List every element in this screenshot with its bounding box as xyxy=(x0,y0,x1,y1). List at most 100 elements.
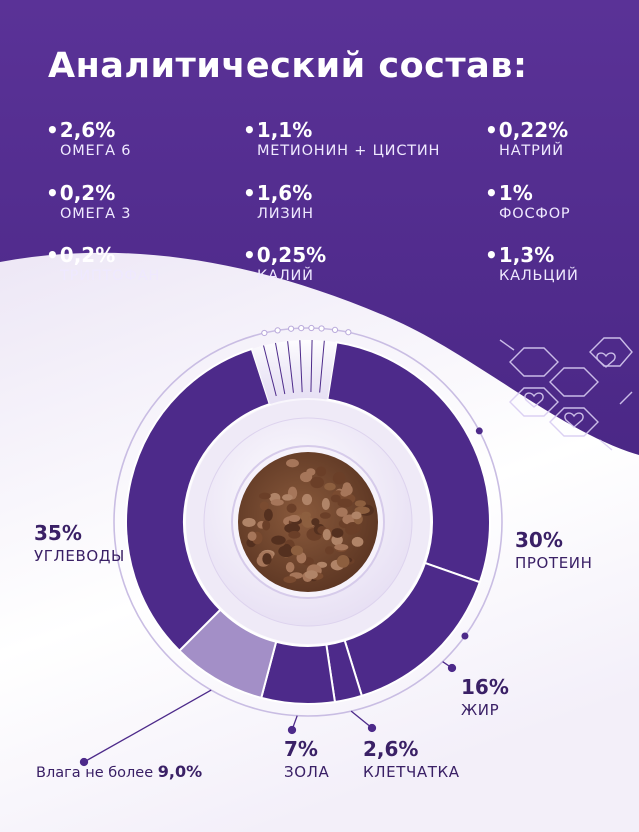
nutrient-name: ОМЕГА 3 xyxy=(60,206,132,222)
nutrient-value: 1,6% xyxy=(243,181,314,205)
gap-band xyxy=(251,340,337,405)
slice-name: ЗОЛА xyxy=(284,763,330,781)
kibble-piece xyxy=(319,512,331,519)
gap-stripe xyxy=(310,340,313,393)
label-fiber: 2,6% КЛЕТЧАТКА xyxy=(363,737,460,781)
moisture-label: Влага не более xyxy=(36,765,154,781)
gap-stripe xyxy=(275,342,286,395)
kibble-piece xyxy=(286,503,297,513)
nutrient-name: НАТРИЙ xyxy=(499,143,564,159)
slice-name: УГЛЕВОДЫ xyxy=(34,547,125,565)
kibble-piece xyxy=(330,494,341,503)
slice-value: 2,6% xyxy=(363,737,419,761)
kibble-piece xyxy=(247,531,257,541)
donut-segments xyxy=(125,340,491,705)
nutrient-lysine: 1,6% ЛИЗИН xyxy=(243,181,314,222)
kibble-piece xyxy=(284,523,301,534)
kibble-piece xyxy=(271,535,286,545)
kibble-piece xyxy=(324,546,334,555)
nutrient-value: 2,6% xyxy=(46,118,131,142)
ring-dot xyxy=(287,325,295,332)
kibble-piece xyxy=(351,536,364,547)
kibble-piece xyxy=(304,570,318,579)
nutrient-value: 0,2% xyxy=(46,243,160,267)
kibble-piece xyxy=(283,576,297,584)
ring-dot xyxy=(274,327,281,334)
nutrient-sodium: 0,22% НАТРИЙ xyxy=(485,118,568,159)
kibble-piece xyxy=(351,511,362,520)
label-protein: 30% ПРОТЕИН xyxy=(515,528,592,572)
ring-dot xyxy=(308,324,315,332)
donut-slice-0 xyxy=(326,341,491,584)
nutrient-tryptophan: 0,2% ТРИПТОФАН xyxy=(46,243,160,284)
moisture-value: 9,0% xyxy=(157,762,203,781)
kibble-piece xyxy=(286,459,299,468)
gap-stripe xyxy=(263,345,277,397)
kibble-piece xyxy=(336,507,348,517)
nutrient-name: КАЛИЙ xyxy=(257,268,314,284)
leader-fiber xyxy=(350,710,373,729)
kibble-piece xyxy=(242,517,256,528)
nutrient-omega3: 0,2% ОМЕГА 3 xyxy=(46,181,131,222)
kibble-piece xyxy=(259,501,269,511)
leader-dot xyxy=(367,723,377,733)
label-carbohydrates: 35% УГЛЕВОДЫ xyxy=(34,521,125,565)
nutrient-name: МЕТИОНИН + ЦИСТИН xyxy=(257,143,441,159)
ring-dot xyxy=(331,326,339,333)
ring-dot xyxy=(261,329,268,337)
kibble-piece xyxy=(315,466,327,477)
kibble-piece xyxy=(299,471,313,483)
nutrient-omega6: 2,6% ОМЕГА 6 xyxy=(46,118,131,159)
slice-value: 16% xyxy=(461,675,509,699)
gap-stripe xyxy=(319,340,325,393)
kibble-piece xyxy=(311,518,320,526)
label-moisture: Влага не более 9,0% xyxy=(36,762,202,781)
leader-moisture xyxy=(83,689,212,763)
gap-stripe xyxy=(299,340,303,393)
label-fat: 16% ЖИР xyxy=(461,675,509,719)
nutrient-methionine: 1,1% МЕТИОНИН + ЦИСТИН xyxy=(243,118,440,159)
kibble-piece xyxy=(337,498,353,508)
ring-dot xyxy=(345,329,352,336)
nutrient-value: 0,2% xyxy=(46,181,131,205)
donut-slice-5 xyxy=(125,347,271,653)
heart-icon xyxy=(564,412,584,428)
ring-dot xyxy=(318,325,325,332)
nutrient-name: ФОСФОР xyxy=(499,206,571,222)
leader-lines xyxy=(79,661,457,767)
slice-value: 30% xyxy=(515,528,563,552)
kibble-piece xyxy=(301,493,313,506)
slice-name: ПРОТЕИН xyxy=(515,554,593,572)
slice-name: ЖИР xyxy=(461,701,500,719)
kibble-piece xyxy=(258,492,271,500)
nutrient-value: 0,22% xyxy=(485,118,568,142)
top-dots xyxy=(261,324,483,640)
leader-dot xyxy=(287,725,297,735)
kibble-piece xyxy=(288,530,301,539)
kibble-piece xyxy=(341,484,353,496)
kibble-piece xyxy=(281,494,293,501)
leader-dot xyxy=(79,757,89,767)
page-title: Аналитический состав: xyxy=(48,46,528,86)
kibble-piece xyxy=(322,529,331,541)
ring-marker-dot xyxy=(461,632,469,640)
kibble-piece xyxy=(288,514,301,522)
heart-icon xyxy=(596,352,616,368)
kibble-piece xyxy=(354,500,367,507)
kibble-piece xyxy=(345,524,357,535)
kibble-texture xyxy=(242,459,374,584)
nutrient-value: 1,1% xyxy=(243,118,440,142)
nutrient-value: 1,3% xyxy=(485,243,579,267)
kibble-piece xyxy=(290,545,304,556)
kibble-piece xyxy=(263,508,273,522)
label-ash: 7% ЗОЛА xyxy=(284,737,329,781)
kibble-piece xyxy=(336,554,350,568)
ring-marker-dot xyxy=(475,427,483,435)
slice-value: 7% xyxy=(284,737,318,761)
leader-dot xyxy=(447,663,457,673)
kibble-piece xyxy=(331,528,344,538)
ring-dot xyxy=(298,325,305,332)
heart-icon xyxy=(524,392,544,408)
nutrient-potassium: 0,25% КАЛИЙ xyxy=(243,243,326,284)
